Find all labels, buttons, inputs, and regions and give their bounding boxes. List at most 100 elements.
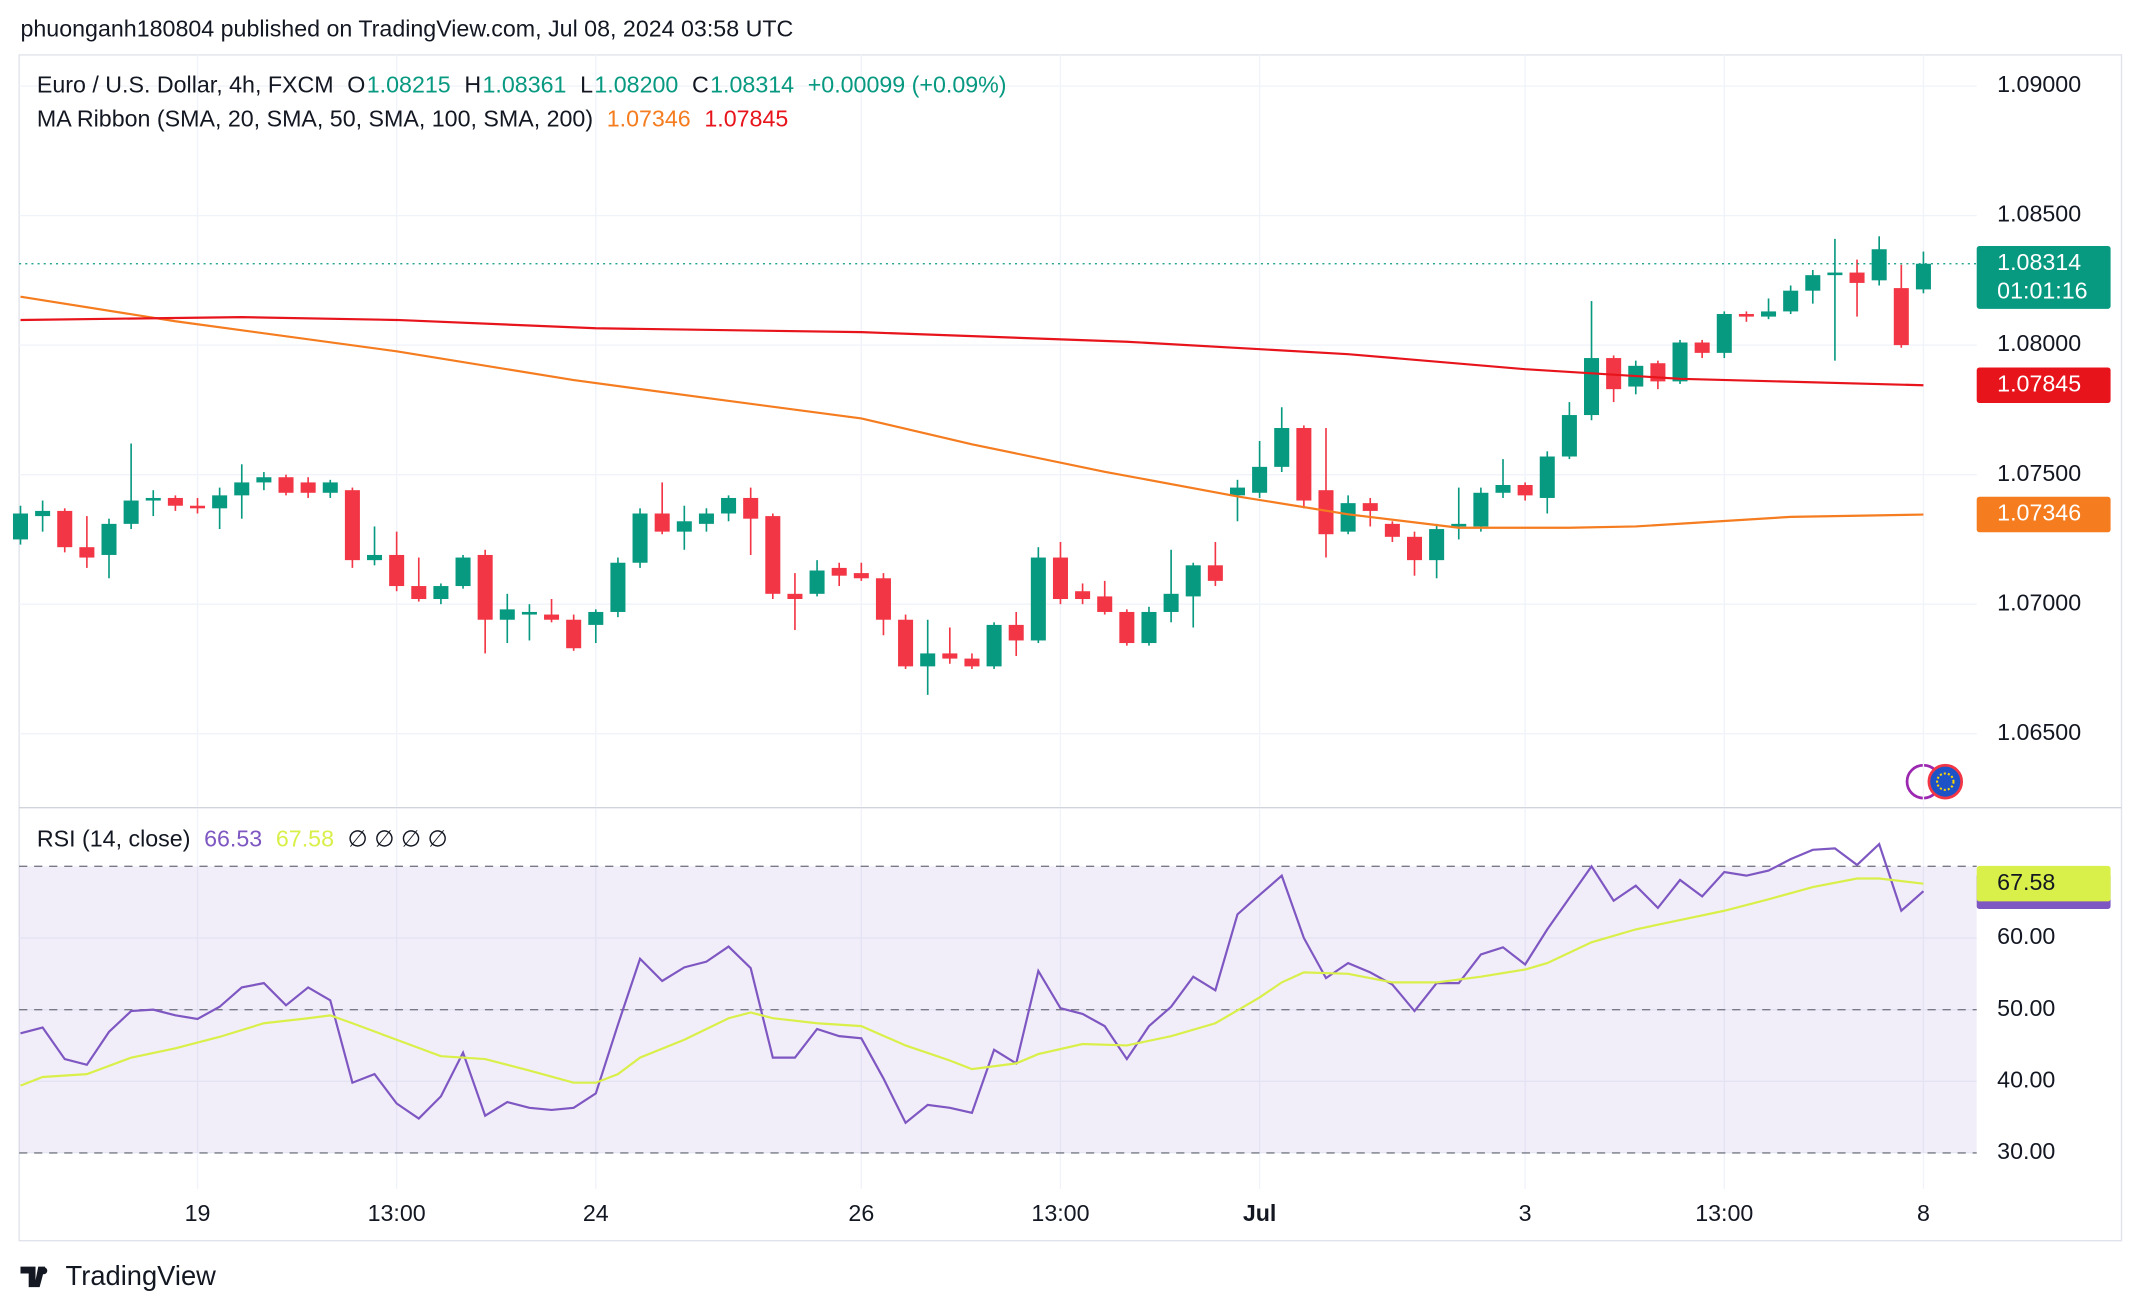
candle-body [79,547,95,558]
x-tick-label: 24 [583,1200,609,1226]
candle-body [1429,529,1445,561]
candle-body [1119,611,1135,644]
legend-key: O [347,71,365,97]
candle-body [1384,523,1400,537]
candle-body [499,609,515,620]
x-tick-label: 13:00 [1695,1200,1753,1226]
candle-body [831,567,847,576]
candle-body [1871,249,1887,281]
price-tag-label: 1.07346 [1997,500,2081,526]
y-tick-label: 1.06500 [1997,719,2081,745]
candle-body [521,611,537,615]
candle-body [920,653,936,667]
candle-body [1274,428,1290,467]
x-tick-label: 13:00 [1031,1200,1089,1226]
y-tick-label: 1.08000 [1997,330,2081,356]
candle-body [389,554,405,587]
candle-body [1893,288,1909,346]
candle-body [721,497,737,514]
tv-logo [20,1266,48,1288]
legend-key: C [692,71,709,97]
candle-body [676,521,692,532]
flag-icons [1905,763,1964,800]
candle-body [1539,456,1555,498]
candle-body [1761,311,1777,317]
candle-body [632,513,648,563]
publish-header: phuonganh180804 published on TradingView… [20,15,793,41]
candle-body [167,497,183,506]
candle-body [1915,263,1931,290]
x-tick-label: 26 [848,1200,874,1226]
x-tick-label: 19 [185,1200,211,1226]
legend-rsi-value: 66.53 [204,826,262,852]
series-line [20,316,1924,387]
y-tick-label: 1.08500 [1997,201,2081,227]
legend-value: 1.08314 [710,71,794,97]
candle-body [875,578,891,620]
candle-body [1318,490,1334,535]
candle-body [1517,485,1533,496]
legend-title: RSI (14, close) [37,826,191,852]
candle-body [12,513,29,540]
candle-body [101,523,117,555]
x-tick-label: Jul [1243,1200,1277,1226]
candle-body [942,653,958,659]
price-tag-label: 1.08314 [1997,249,2081,275]
legend-ma-value: 1.07346 [607,106,691,132]
series-line [20,877,1924,1087]
candle-body [367,554,383,561]
candle-body [1495,485,1511,493]
legend-rsi-value: 67.58 [276,826,334,852]
candle-body [1827,272,1843,276]
candle-body [344,490,360,561]
candle-body [212,495,228,509]
candle-body [1008,624,1024,641]
candle-body [1561,415,1577,457]
candle-body [1340,503,1356,532]
series-line [20,295,1924,529]
y-tick-label: 30.00 [1997,1138,2055,1164]
legend-title: Euro / U.S. Dollar, 4h, FXCM [37,71,334,97]
legend-value: 1.08200 [594,71,678,97]
candle-body [566,619,582,649]
candle-body [1716,314,1732,353]
candle-body [1672,342,1688,382]
legend-indicator: MA Ribbon (SMA, 20, SMA, 50, SMA, 100, S… [37,106,593,132]
legend-key: H [464,71,481,97]
price-tag [1976,367,2111,404]
candle-body [1296,428,1312,501]
candle-body [300,482,316,493]
candle-body [1406,536,1423,561]
candle-body [765,516,781,594]
y-tick-label: 40.00 [1997,1066,2055,1092]
candle-body [1805,275,1821,291]
x-tick-label: 13:00 [368,1200,426,1226]
candle-body [1052,557,1068,600]
candle-body [1783,290,1799,312]
candle-body [123,500,139,524]
legend-key: L [580,71,593,97]
footer-brand: TradingView [66,1260,217,1291]
candle-body [455,557,471,587]
candle-body [1141,611,1157,644]
candle-body [322,482,338,493]
candle-body [853,573,869,579]
candle-body [743,497,759,519]
frame [18,54,2123,1242]
candle-body [610,562,626,612]
candle-body [411,586,427,600]
y-tick-label: 60.00 [1997,923,2055,949]
candle-body [809,570,825,594]
candle-body [1473,492,1489,527]
price-tag [1976,496,2111,533]
legend-ma-value: 1.07845 [704,106,788,132]
legend-extras: ∅ ∅ ∅ ∅ [348,826,448,852]
candle-body [1185,565,1201,597]
candle-body [898,619,914,667]
price-tag [1976,245,2111,309]
candle-body [654,513,670,532]
candle-body [1252,466,1268,493]
